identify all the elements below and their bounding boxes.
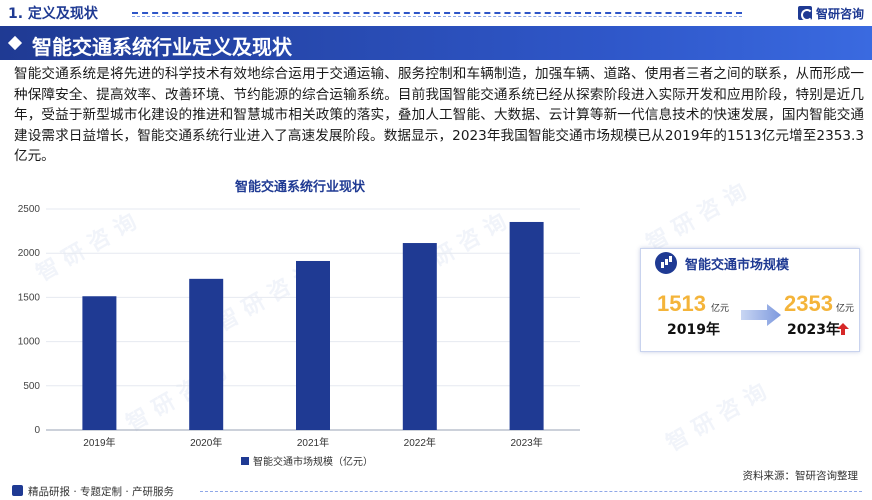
start-unit: 亿元 — [711, 304, 730, 314]
bar — [189, 278, 224, 430]
arrow-up-icon — [837, 323, 849, 335]
x-tick-label: 2023年 — [510, 436, 542, 449]
footer: 精品研报 · 专题定制 · 产研服务 — [0, 482, 872, 500]
y-tick-label: 2000 — [18, 248, 41, 259]
diamond-icon — [7, 35, 23, 51]
watermark: 智 研 咨 询 — [662, 379, 772, 457]
y-tick-label: 500 — [23, 381, 40, 392]
end-value: 2353 — [784, 291, 833, 316]
end-year: 2023年 — [787, 322, 840, 338]
start-value: 1513 — [657, 291, 706, 316]
footer-logo-icon — [12, 485, 23, 496]
top-bar: 1. 定义及现状 智研咨询 — [0, 0, 872, 26]
y-tick-label: 1500 — [18, 292, 41, 303]
watermark: 智 研 咨 询 — [642, 179, 752, 257]
intro-paragraph: 智能交通系统是将先进的科学技术有效地综合运用于交通运输、服务控制和车辆制造，加强… — [14, 66, 864, 164]
divider — [132, 12, 742, 14]
footer-divider — [200, 491, 862, 492]
y-tick-label: 2500 — [18, 204, 41, 215]
legend-swatch — [241, 457, 249, 465]
page-title: 智能交通系统行业定义及现状 — [32, 37, 292, 59]
card-title: 智能交通市场规模 — [685, 257, 790, 273]
end-unit: 亿元 — [836, 304, 855, 314]
card-header: 智能交通市场规模 — [641, 249, 859, 277]
chart-icon — [655, 252, 677, 274]
legend-label: 智能交通市场规模（亿元） — [253, 455, 373, 468]
bar — [296, 260, 330, 430]
title-bar: 智能交通系统行业定义及现状 — [0, 26, 872, 60]
market-size-card: 智能交通市场规模 1513 亿元 2019年 2353 亿元 2023年 — [640, 248, 860, 352]
arrow-right-icon — [741, 304, 781, 326]
section-title: 1. 定义及现状 — [8, 6, 98, 22]
y-tick-label: 0 — [34, 425, 40, 436]
x-tick-label: 2020年 — [190, 436, 222, 449]
bar — [402, 243, 437, 430]
source-note: 资料来源：智研咨询整理 — [742, 470, 859, 482]
x-tick-label: 2021年 — [297, 436, 329, 449]
footer-text: 精品研报 · 专题定制 · 产研服务 — [28, 486, 175, 498]
divider — [132, 16, 742, 17]
chart-title: 智能交通系统行业现状 — [234, 180, 365, 195]
x-tick-label: 2022年 — [404, 436, 436, 449]
brand: 智研咨询 — [797, 3, 864, 23]
bar — [82, 296, 117, 430]
brand-name: 智研咨询 — [815, 6, 864, 21]
x-tick-label: 2019年 — [83, 436, 115, 449]
brand-logo-icon — [797, 6, 813, 21]
y-tick-label: 1000 — [18, 337, 41, 348]
start-year: 2019年 — [667, 322, 720, 338]
bar — [509, 221, 544, 430]
bar-chart: 2019年 2020年 2021年 2022年 2023年 0 500 1000 1500 20… — [18, 204, 580, 468]
